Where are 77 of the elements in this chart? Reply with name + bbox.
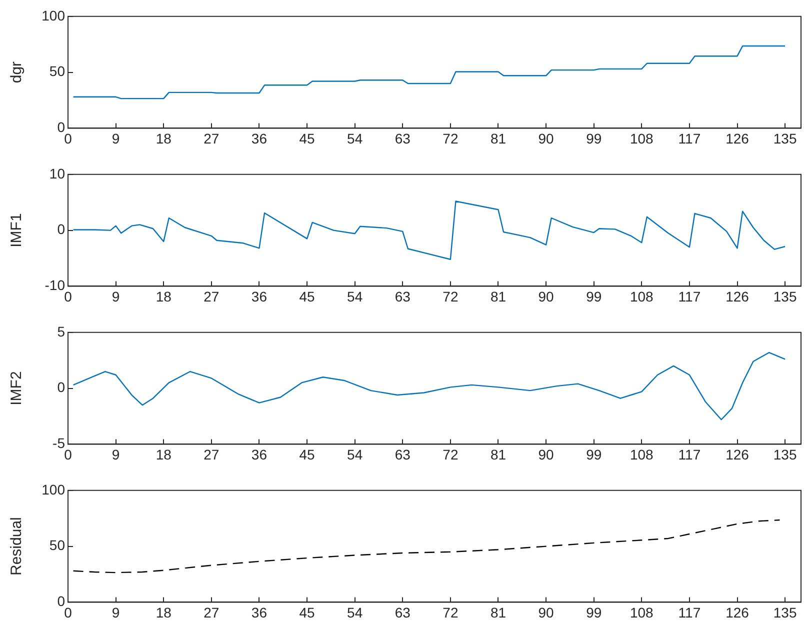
x-tick-label: 18 [156, 130, 172, 146]
x-tick-label: 63 [394, 604, 411, 620]
x-tick-label: 9 [112, 604, 120, 620]
y-axis-title: dgr [8, 61, 26, 84]
x-tick-label: 90 [538, 446, 554, 462]
x-tick-label: 126 [726, 288, 750, 304]
x-tick-label: 63 [394, 446, 411, 462]
x-tick-label: 135 [773, 130, 797, 146]
x-tick-label: 90 [538, 130, 554, 146]
x-tick-label: 36 [251, 446, 268, 462]
x-tick-label: 54 [347, 130, 363, 146]
x-tick-label: 9 [112, 288, 120, 304]
x-tick-label: 36 [251, 130, 268, 146]
x-tick-label: 117 [678, 130, 701, 146]
x-tick-label: 72 [442, 446, 458, 462]
line-series [72, 519, 780, 574]
x-tick-label: 45 [299, 446, 316, 462]
x-tick-label: 18 [156, 446, 172, 462]
y-tick-label: 0 [57, 593, 66, 610]
x-tick-label: 108 [630, 288, 654, 304]
x-tick-label: 27 [204, 288, 220, 304]
x-tick-label: 126 [726, 130, 750, 146]
x-tick-label: 126 [726, 446, 750, 462]
x-tick-label: 54 [347, 446, 363, 462]
x-tick-label: 81 [490, 604, 506, 620]
x-tick-label: 81 [490, 446, 506, 462]
x-tick-label: 45 [299, 604, 316, 620]
x-tick-label: 63 [394, 130, 411, 146]
x-tick-label: 117 [678, 604, 701, 620]
x-tick-label: 27 [204, 446, 220, 462]
x-tick-label: 117 [678, 288, 701, 304]
y-tick-label: 0 [57, 221, 66, 238]
x-tick-label: 18 [156, 604, 172, 620]
x-tick-label: 63 [394, 288, 411, 304]
x-tick-label: 108 [630, 604, 654, 620]
x-tick-label: 108 [630, 130, 654, 146]
x-tick-label: 135 [773, 288, 797, 304]
x-tick-label: 135 [773, 604, 797, 620]
x-tick-label: 72 [442, 130, 458, 146]
x-tick-label: 108 [630, 446, 654, 462]
x-tick-label: 99 [586, 446, 602, 462]
x-tick-label: 126 [726, 604, 750, 620]
y-tick-label: -5 [52, 435, 66, 452]
x-tick-label: 72 [442, 288, 458, 304]
x-tick-label: 117 [678, 446, 701, 462]
x-tick-label: 99 [586, 604, 602, 620]
y-tick-label: 50 [49, 537, 66, 554]
x-tick-label: 45 [299, 130, 316, 146]
y-axis-title: IMF2 [8, 371, 26, 406]
y-tick-label: 5 [57, 323, 66, 340]
y-tick-label: -10 [44, 277, 66, 294]
x-tick-label: 27 [204, 130, 220, 146]
x-tick-label: 54 [347, 604, 363, 620]
y-tick-label: 0 [57, 119, 66, 136]
y-tick-label: 10 [49, 165, 66, 182]
y-tick-label: 100 [42, 481, 66, 498]
y-tick-label: 0 [57, 379, 66, 396]
y-tick-label: 50 [49, 63, 66, 80]
x-tick-label: 9 [112, 130, 120, 146]
x-tick-label: 81 [490, 130, 506, 146]
x-tick-label: 90 [538, 604, 554, 620]
x-tick-label: 36 [251, 288, 268, 304]
x-tick-label: 72 [442, 604, 458, 620]
x-tick-label: 54 [347, 288, 363, 304]
y-tick-label: 100 [42, 7, 66, 24]
x-tick-label: 99 [586, 130, 602, 146]
x-tick-label: 99 [586, 288, 602, 304]
x-tick-label: 81 [490, 288, 506, 304]
y-axis-title: IMF1 [8, 213, 26, 248]
x-tick-label: 18 [156, 288, 172, 304]
x-tick-label: 36 [251, 604, 268, 620]
x-tick-label: 45 [299, 288, 316, 304]
x-tick-label: 135 [773, 446, 797, 462]
x-tick-label: 9 [112, 446, 120, 462]
x-tick-label: 90 [538, 288, 554, 304]
x-tick-label: 27 [204, 604, 220, 620]
y-axis-title: Residual [8, 517, 26, 576]
